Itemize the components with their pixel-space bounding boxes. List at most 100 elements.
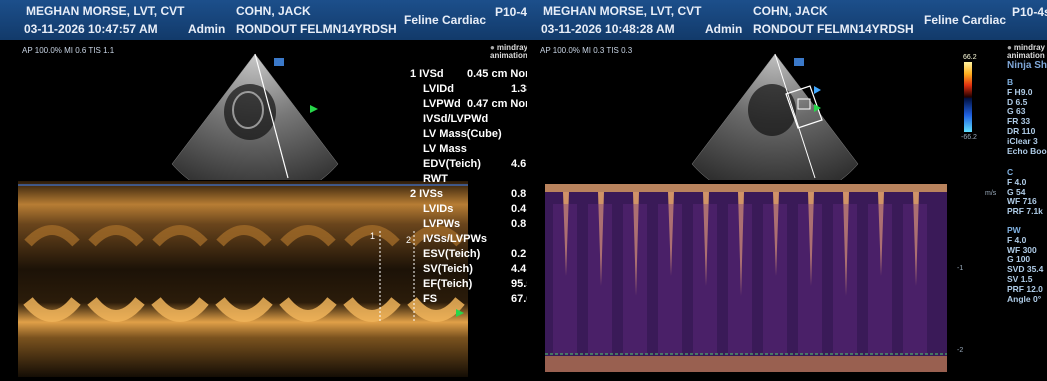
measurement-row: SV(Teich) 4.4 xyxy=(410,262,527,276)
measurement-row: LV Mass(Cube) xyxy=(410,127,527,141)
b-params-line: Echo Boo xyxy=(1007,145,1047,156)
measurement-value: 0.8 xyxy=(511,188,527,200)
doppler-flow-spike xyxy=(563,192,569,276)
mmode-septum-wave xyxy=(88,225,144,247)
velocity-tick-1: -1 xyxy=(957,265,964,272)
mmode-septum-wave xyxy=(216,225,272,247)
bmode-sector-image xyxy=(691,53,859,180)
measurement-label: LV Mass(Cube) xyxy=(423,128,502,140)
probe-name: P10-4s xyxy=(1012,5,1047,19)
right-panel: MEGHAN MORSE, LVT, CVT COHN, JACK RONDOU… xyxy=(527,0,1047,381)
measurement-value: 0.45 cm Nor xyxy=(467,68,527,80)
user-name: Admin xyxy=(188,22,226,36)
measurement-label: FS xyxy=(423,293,438,305)
doppler-flow-spike xyxy=(808,192,814,286)
mmode-septum-wave xyxy=(24,225,80,247)
exam-datetime: 03-11-2026 10:48:28 AM xyxy=(541,22,675,36)
measurement-label: IVSd/LVPWd xyxy=(423,113,489,125)
mmode-posterior-wall-wave xyxy=(279,297,337,322)
mmode-posterior-wall-wave xyxy=(151,297,209,322)
b-params-line: D 6.5 xyxy=(1007,96,1028,107)
measurement-value: 0.4 xyxy=(511,203,527,215)
measurement-row: LV Mass xyxy=(410,142,527,156)
b-params-line: F H9.0 xyxy=(1007,86,1033,97)
mmode-posterior-wall-wave xyxy=(343,297,401,322)
measurement-label: LVIDs xyxy=(423,203,454,215)
c-params-line: F 4.0 xyxy=(1007,176,1027,187)
doppler-flow-spike xyxy=(878,192,884,276)
measurement-label: 2 IVSs xyxy=(410,188,444,200)
doppler-waveform xyxy=(553,192,927,354)
mmode-septum-wave xyxy=(280,225,336,247)
measurement-label: LVIDd xyxy=(423,83,454,95)
mmode-posterior-wall-wave xyxy=(23,297,81,322)
measurement-row: IVSd/LVPWd xyxy=(410,112,527,126)
exam-type: Feline Cardiac xyxy=(924,13,1007,27)
acoustic-output: AP 100.0% MI 0.3 TIS 0.3 xyxy=(540,46,633,55)
doppler-flow-spike xyxy=(703,192,709,286)
measurement-row: LVIDs 0.4 xyxy=(410,202,527,216)
color-velocity-bar xyxy=(964,62,972,132)
left-header: MEGHAN MORSE, LVT, CVT COHN, JACK RONDOU… xyxy=(0,0,527,40)
color-scale-bottom: -66.2 xyxy=(961,134,977,141)
measurement-label: 1 IVSd xyxy=(410,68,444,80)
institution-name: RONDOUT FELMN14YRDSH xyxy=(236,22,397,36)
pw-params-line: SV 1.5 xyxy=(1007,273,1033,284)
b-params-line: DR 110 xyxy=(1007,125,1036,136)
c-params-line: G 54 xyxy=(1007,186,1026,197)
probe-name: P10-4s xyxy=(495,5,527,19)
patient-name: COHN, JACK xyxy=(236,4,311,18)
pw-params-line: G 100 xyxy=(1007,254,1031,265)
left-panel: MEGHAN MORSE, LVT, CVT COHN, JACK RONDOU… xyxy=(0,0,527,377)
b-params-line: iClear 3 xyxy=(1007,135,1038,146)
c-params-line: WF 716 xyxy=(1007,196,1037,207)
pw-params-line: SVD 35.4 xyxy=(1007,264,1044,275)
measurement-value: 67.0 xyxy=(511,293,527,305)
pw-params-title: PW xyxy=(1007,225,1021,235)
measurement-row: EF(Teich) 95.5 xyxy=(410,277,527,291)
pw-params-line: Angle 0° xyxy=(1007,293,1042,304)
mmode-septum-wave xyxy=(408,225,464,247)
b-params-line: G 63 xyxy=(1007,106,1026,117)
measurement-table: 1 IVSd 0.45 cm Nor LVIDd 1.38 LVPWd 0.47 cm N… xyxy=(410,67,527,307)
pw-doppler-spectrum xyxy=(545,184,947,372)
measurement-row: RWT xyxy=(410,172,527,186)
mmode-posterior-wall-wave xyxy=(215,297,273,322)
acoustic-output: AP 100.0% MI 0.6 TIS 1.1 xyxy=(22,46,115,55)
mmode-strip: 1 2 xyxy=(18,181,468,377)
caliper-2-label: 2 xyxy=(406,235,411,245)
measurement-row: 2 IVSs 0.8 xyxy=(410,187,527,201)
measurement-label: EDV(Teich) xyxy=(423,158,481,170)
operator-name: MEGHAN MORSE, LVT, CVT xyxy=(26,4,185,18)
measurement-row: LVPWs 0.8 xyxy=(410,217,527,231)
mmode-septum-wave xyxy=(152,225,208,247)
c-params-line: PRF 7.1k xyxy=(1007,206,1043,217)
measurement-label: LV Mass xyxy=(423,143,467,155)
mmode-septum-wave xyxy=(344,225,400,247)
measurement-label: LVPWs xyxy=(423,218,461,230)
b-params-title: B xyxy=(1007,77,1014,87)
measurement-value: 1.38 xyxy=(511,83,527,95)
measurement-row: EDV(Teich) 4.6 xyxy=(410,157,527,171)
measurement-label: LVPWd xyxy=(423,98,461,110)
color-scale-top: 66.2 xyxy=(963,54,977,61)
preset-name: Ninja Sh xyxy=(1007,60,1047,71)
mmode-posterior-wall-wave xyxy=(87,297,145,322)
doppler-flow-spike xyxy=(843,192,849,296)
institution-name: RONDOUT FELMN14YRDSH xyxy=(753,22,914,36)
measurement-row: LVIDd 1.38 xyxy=(410,82,527,96)
measurement-row: 1 IVSd 0.45 cm Nor xyxy=(410,67,527,81)
doppler-flow-spike xyxy=(598,192,604,286)
doppler-flow-spike xyxy=(773,192,779,276)
bmode-sector-image xyxy=(171,53,339,180)
right-header: MEGHAN MORSE, LVT, CVT COHN, JACK RONDOU… xyxy=(527,0,1047,40)
measurement-label: SV(Teich) xyxy=(423,263,473,275)
pw-params-line: WF 300 xyxy=(1007,244,1037,255)
mindray-logo: ● mindray animation xyxy=(1007,43,1045,60)
caliper-1-label: 1 xyxy=(370,231,375,241)
measurement-row: IVSs/LVPWs xyxy=(410,232,527,246)
measurement-row: FS 67.0 xyxy=(410,292,527,306)
b-mode-params: B F H9.0 D 6.5 G 63 FR 33 DR 110 iClear 3 Echo… xyxy=(1007,77,1047,156)
pw-mode-params: PW F 4.0 WF 300 G 100 SVD 35.4 SV 1.5 PRF 12.… xyxy=(1007,225,1044,304)
measurement-value: 0.8 xyxy=(511,218,527,230)
